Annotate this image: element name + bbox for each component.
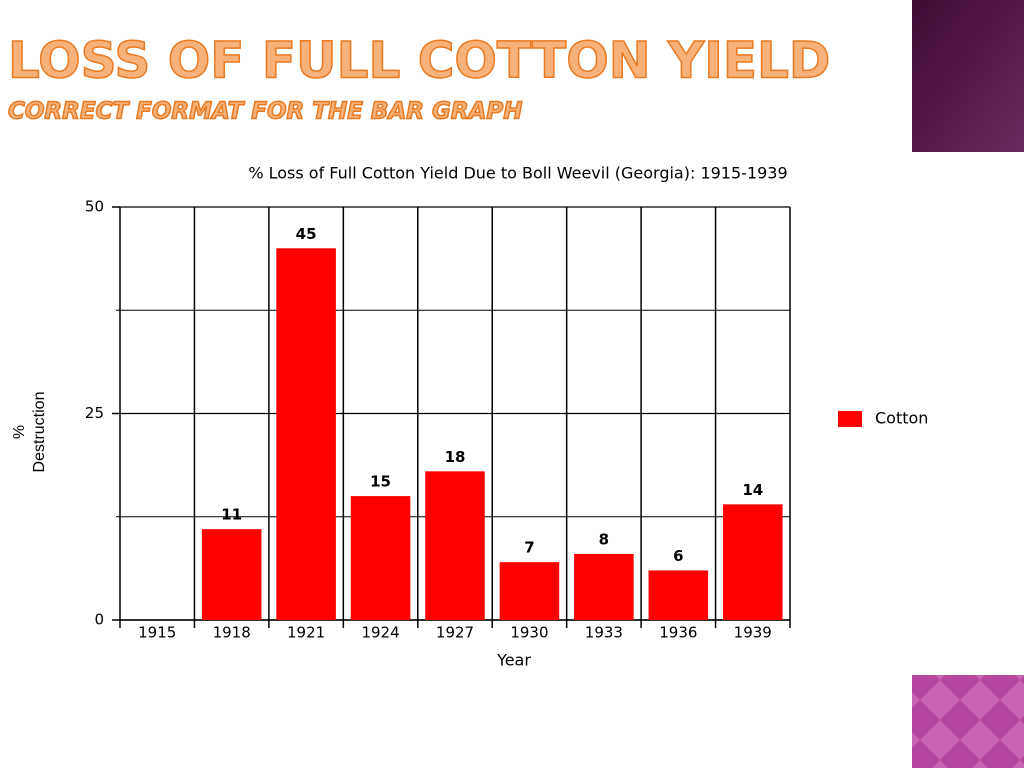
bar — [425, 471, 485, 620]
value-label: 7 — [524, 539, 534, 557]
y-tick-label: 25 — [85, 404, 104, 422]
x-tick-label: 1939 — [734, 624, 772, 642]
x-tick-label: 1921 — [287, 624, 325, 642]
decor-top — [912, 0, 1024, 152]
slide-title: Loss of Full Cotton Yield — [8, 32, 830, 90]
value-label: 11 — [221, 506, 242, 524]
bar — [499, 562, 560, 620]
x-tick-label: 1927 — [436, 624, 474, 642]
bar — [201, 529, 262, 620]
x-tick-label: 1915 — [138, 624, 176, 642]
y-tick-label: 50 — [85, 198, 104, 216]
x-tick-label: 1933 — [585, 624, 623, 642]
legend-swatch — [838, 411, 862, 427]
slide-subtitle: Correct Format for the Bar Graph — [8, 99, 522, 125]
decor-bottom — [912, 675, 1024, 768]
x-tick-label: 1936 — [659, 624, 697, 642]
y-axis-label: % — [11, 425, 28, 439]
x-tick-label: 1930 — [510, 624, 548, 642]
bar — [723, 504, 783, 620]
value-label: 15 — [370, 473, 391, 491]
bar — [574, 553, 634, 620]
x-tick-label: 1918 — [213, 624, 251, 642]
x-axis-label: Year — [496, 651, 531, 670]
y-tick-label: 0 — [94, 611, 104, 629]
legend-label: Cotton — [875, 409, 928, 428]
value-label: 45 — [296, 225, 317, 243]
value-label: 18 — [445, 448, 466, 466]
bar — [350, 496, 411, 620]
y-axis-label: Destruction — [31, 392, 48, 473]
value-label: 6 — [673, 547, 683, 565]
chart-title: % Loss of Full Cotton Yield Due to Boll … — [248, 164, 787, 183]
x-tick-label: 1924 — [361, 624, 399, 642]
bar — [648, 570, 709, 620]
value-label: 14 — [742, 481, 763, 499]
value-label: 8 — [599, 530, 609, 548]
bar — [276, 248, 336, 621]
